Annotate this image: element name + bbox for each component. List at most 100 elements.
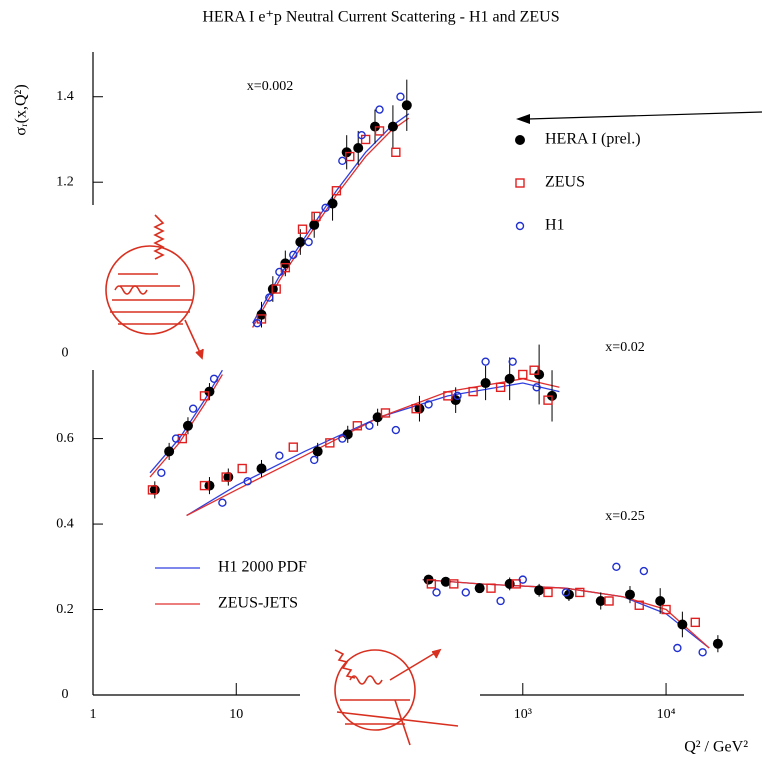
data-point [639,566,649,576]
y-tick-label: 0 [62,687,69,702]
data-point [401,100,412,111]
data-point [360,134,371,145]
data-point [310,455,319,465]
data-point [518,369,528,380]
data-point [518,575,527,584]
x-tick-label: 10 [229,707,243,722]
data-point [504,373,515,384]
data-point [199,391,210,401]
data-point [357,130,366,140]
feynman-diagrams [86,111,762,746]
data-point [495,382,506,393]
data-point [655,595,666,606]
data-point [532,383,541,392]
data-point [387,121,398,132]
data-point [411,403,421,414]
data-point [543,395,553,405]
y-tick-label: 0.4 [56,516,74,531]
data-point [440,576,451,587]
data-point [147,485,158,495]
data-point [177,433,187,444]
data-point [295,237,306,248]
legend-label: H1 2000 PDF [218,559,307,576]
pointer-arrow [516,111,762,124]
data-point [265,293,274,302]
data-point [252,319,262,328]
data-point [327,198,338,209]
legend-marker [515,135,525,145]
data-point [237,463,247,474]
data-point [297,224,308,234]
data-point [508,357,517,366]
data-point [312,446,323,457]
data-point [243,477,252,486]
data-point [391,147,401,157]
data-point [481,357,490,366]
y-tick-label: 0.6 [56,431,74,446]
data-point [443,391,453,401]
data-point [199,480,210,491]
data-point [661,604,671,615]
data-point [182,420,193,431]
data-point [309,219,320,230]
data-point [450,395,461,406]
data-point [164,446,175,457]
data-point [289,250,298,260]
data-point [453,391,462,401]
data-point [677,619,688,630]
data-point [480,378,491,389]
data-point [391,425,401,435]
data-point [372,412,383,423]
data-point [352,421,363,431]
legend-label: ZEUS [545,174,585,191]
data-point [575,587,585,598]
data-point [325,438,335,448]
data-point [474,583,485,594]
data-point [486,583,496,593]
data-point [331,186,342,196]
y-tick-label: 1.2 [56,174,74,189]
x-axis-label: Q² / GeV² [684,739,748,756]
data-point [221,472,231,482]
data-point [534,369,545,380]
data-point [449,579,459,589]
legend-label: H1 [545,217,565,234]
data-point [595,595,606,606]
x-tick-label: 1 [90,707,97,722]
y-tick-label: 1.4 [56,89,74,104]
data-point [353,143,364,154]
data-point [432,588,441,597]
data-point [304,237,313,247]
data-point [690,617,700,628]
data-point [171,434,181,443]
annotation: x=0.02 [605,340,644,355]
data-point [461,588,470,597]
data-point [149,484,160,495]
y-tick-label: 0 [62,345,69,360]
data-point [209,374,219,383]
legend-marker [515,221,525,231]
data-point [271,284,281,294]
data-point [375,105,384,114]
diagram-bottom [334,648,459,746]
data-point [424,400,433,409]
data-point [511,579,521,589]
legend-label: ZEUS-JETS [218,595,298,612]
data-point [204,480,215,491]
legend-marker [515,178,525,188]
x-tick-label: 10³ [514,707,532,722]
data-point [374,126,385,136]
data-point [280,262,291,273]
fit-curve [149,113,710,649]
axis-gap [86,205,104,370]
data-point [543,587,553,598]
data-point [673,643,682,653]
data-point [275,267,284,277]
data-point [426,579,437,589]
legend-label: HERA I (prel.) [545,131,641,148]
data-point [288,442,298,452]
data-point [604,596,614,606]
data-point [534,585,545,596]
diagram-left [105,214,204,360]
data-point [634,600,644,610]
